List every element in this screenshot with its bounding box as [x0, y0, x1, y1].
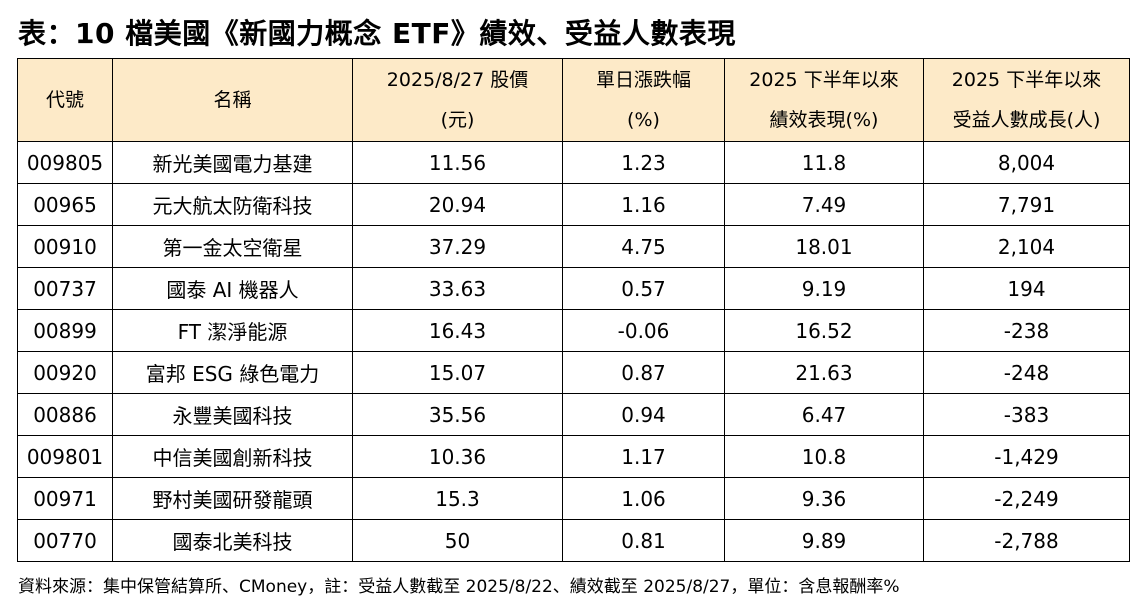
price-cell: 20.94: [352, 183, 563, 226]
page-title: 表：10 檔美國《新國力概念 ETF》績效、受益人數表現: [18, 17, 736, 50]
header-code: 代號: [17, 58, 113, 142]
price-cell: 35.56: [352, 393, 563, 436]
price-cell: 50: [352, 519, 563, 562]
table-header-row: 代號 名稱 2025/8/27 股價 (元) 單日漲跌幅 (%) 2025 下半年以來 績效表…: [17, 58, 1130, 142]
etf-code-cell: 00971: [17, 477, 113, 520]
beneficiary-growth-cell: -238: [923, 309, 1130, 352]
source-note: 資料來源：集中保管結算所、CMoney，註：受益人數截至 2025/8/22、績…: [18, 577, 900, 597]
daily-change-cell: 1.23: [562, 141, 725, 184]
etf-code-cell: 00910: [17, 225, 113, 268]
daily-change-cell: 0.94: [562, 393, 725, 436]
column-header-line1: 2025 下半年以來: [951, 69, 1102, 91]
price-cell: 15.3: [352, 477, 563, 520]
etf-name-cell: 永豐美國科技: [112, 393, 353, 436]
etf-name-cell: 野村美國研發龍頭: [112, 477, 353, 520]
beneficiary-growth-cell: -2,788: [923, 519, 1130, 562]
performance-cell: 16.52: [724, 309, 924, 352]
table-row: 00886 永豐美國科技 35.56 0.94 6.47 -383: [17, 393, 1130, 436]
performance-cell: 9.19: [724, 267, 924, 310]
etf-name-cell: 國泰 AI 機器人: [112, 267, 353, 310]
daily-change-cell: 1.06: [562, 477, 725, 520]
column-header-line2: (元): [440, 109, 475, 131]
etf-code-cell: 00920: [17, 351, 113, 394]
table-row: 00965 元大航太防衛科技 20.94 1.16 7.49 7,791: [17, 183, 1130, 226]
table-row: 009805 新光美國電力基建 11.56 1.23 11.8 8,004: [17, 141, 1130, 184]
performance-cell: 9.36: [724, 477, 924, 520]
etf-performance-table: 代號 名稱 2025/8/27 股價 (元) 單日漲跌幅 (%) 2025 下半年以來 績效表…: [17, 58, 1130, 562]
performance-cell: 7.49: [724, 183, 924, 226]
performance-cell: 9.89: [724, 519, 924, 562]
column-header-line1: 2025 下半年以來: [749, 69, 899, 91]
etf-name-cell: 第一金太空衛星: [112, 225, 353, 268]
performance-cell: 10.8: [724, 435, 924, 478]
etf-code-cell: 00737: [17, 267, 113, 310]
performance-cell: 6.47: [724, 393, 924, 436]
etf-code-cell: 00899: [17, 309, 113, 352]
price-cell: 16.43: [352, 309, 563, 352]
beneficiary-growth-cell: -1,429: [923, 435, 1130, 478]
etf-name-cell: 元大航太防衛科技: [112, 183, 353, 226]
header-name: 名稱: [112, 58, 353, 142]
beneficiary-growth-cell: -383: [923, 393, 1130, 436]
performance-cell: 21.63: [724, 351, 924, 394]
price-cell: 37.29: [352, 225, 563, 268]
etf-name-cell: 中信美國創新科技: [112, 435, 353, 478]
daily-change-cell: 1.17: [562, 435, 725, 478]
table-row: 00910 第一金太空衛星 37.29 4.75 18.01 2,104: [17, 225, 1130, 268]
price-cell: 15.07: [352, 351, 563, 394]
beneficiary-growth-cell: 194: [923, 267, 1130, 310]
daily-change-cell: 0.81: [562, 519, 725, 562]
etf-name-cell: 新光美國電力基建: [112, 141, 353, 184]
daily-change-cell: 4.75: [562, 225, 725, 268]
etf-code-cell: 00886: [17, 393, 113, 436]
beneficiary-growth-cell: 7,791: [923, 183, 1130, 226]
column-header-line2: 績效表現(%): [769, 109, 879, 131]
performance-cell: 18.01: [724, 225, 924, 268]
beneficiary-growth-cell: 8,004: [923, 141, 1130, 184]
column-header-line2: 受益人數成長(人): [952, 109, 1101, 131]
table-row: 00920 富邦 ESG 綠色電力 15.07 0.87 21.63 -248: [17, 351, 1130, 394]
header-performance: 2025 下半年以來 績效表現(%): [724, 58, 924, 142]
performance-cell: 11.8: [724, 141, 924, 184]
table-row: 009801 中信美國創新科技 10.36 1.17 10.8 -1,429: [17, 435, 1130, 478]
etf-name-cell: FT 潔淨能源: [112, 309, 353, 352]
table-row: 00737 國泰 AI 機器人 33.63 0.57 9.19 194: [17, 267, 1130, 310]
etf-name-cell: 富邦 ESG 綠色電力: [112, 351, 353, 394]
etf-code-cell: 00965: [17, 183, 113, 226]
daily-change-cell: 0.87: [562, 351, 725, 394]
table-row: 00899 FT 潔淨能源 16.43 -0.06 16.52 -238: [17, 309, 1130, 352]
beneficiary-growth-cell: -248: [923, 351, 1130, 394]
price-cell: 11.56: [352, 141, 563, 184]
daily-change-cell: 1.16: [562, 183, 725, 226]
header-beneficiary-growth: 2025 下半年以來 受益人數成長(人): [923, 58, 1130, 142]
header-price: 2025/8/27 股價 (元): [352, 58, 563, 142]
daily-change-cell: -0.06: [562, 309, 725, 352]
column-header-line2: (%): [627, 109, 660, 131]
table-body: 009805 新光美國電力基建 11.56 1.23 11.8 8,004 00965 元大航…: [17, 141, 1130, 562]
daily-change-cell: 0.57: [562, 267, 725, 310]
etf-code-cell: 00770: [17, 519, 113, 562]
column-header-line1: 代號: [45, 89, 84, 111]
price-cell: 33.63: [352, 267, 563, 310]
beneficiary-growth-cell: -2,249: [923, 477, 1130, 520]
etf-code-cell: 009801: [17, 435, 113, 478]
etf-name-cell: 國泰北美科技: [112, 519, 353, 562]
column-header-line1: 名稱: [213, 89, 252, 111]
table-row: 00770 國泰北美科技 50 0.81 9.89 -2,788: [17, 519, 1130, 562]
header-daily-change: 單日漲跌幅 (%): [562, 58, 725, 142]
beneficiary-growth-cell: 2,104: [923, 225, 1130, 268]
table-row: 00971 野村美國研發龍頭 15.3 1.06 9.36 -2,249: [17, 477, 1130, 520]
column-header-line1: 2025/8/27 股價: [386, 69, 529, 91]
price-cell: 10.36: [352, 435, 563, 478]
column-header-line1: 單日漲跌幅: [595, 69, 691, 91]
etf-code-cell: 009805: [17, 141, 113, 184]
